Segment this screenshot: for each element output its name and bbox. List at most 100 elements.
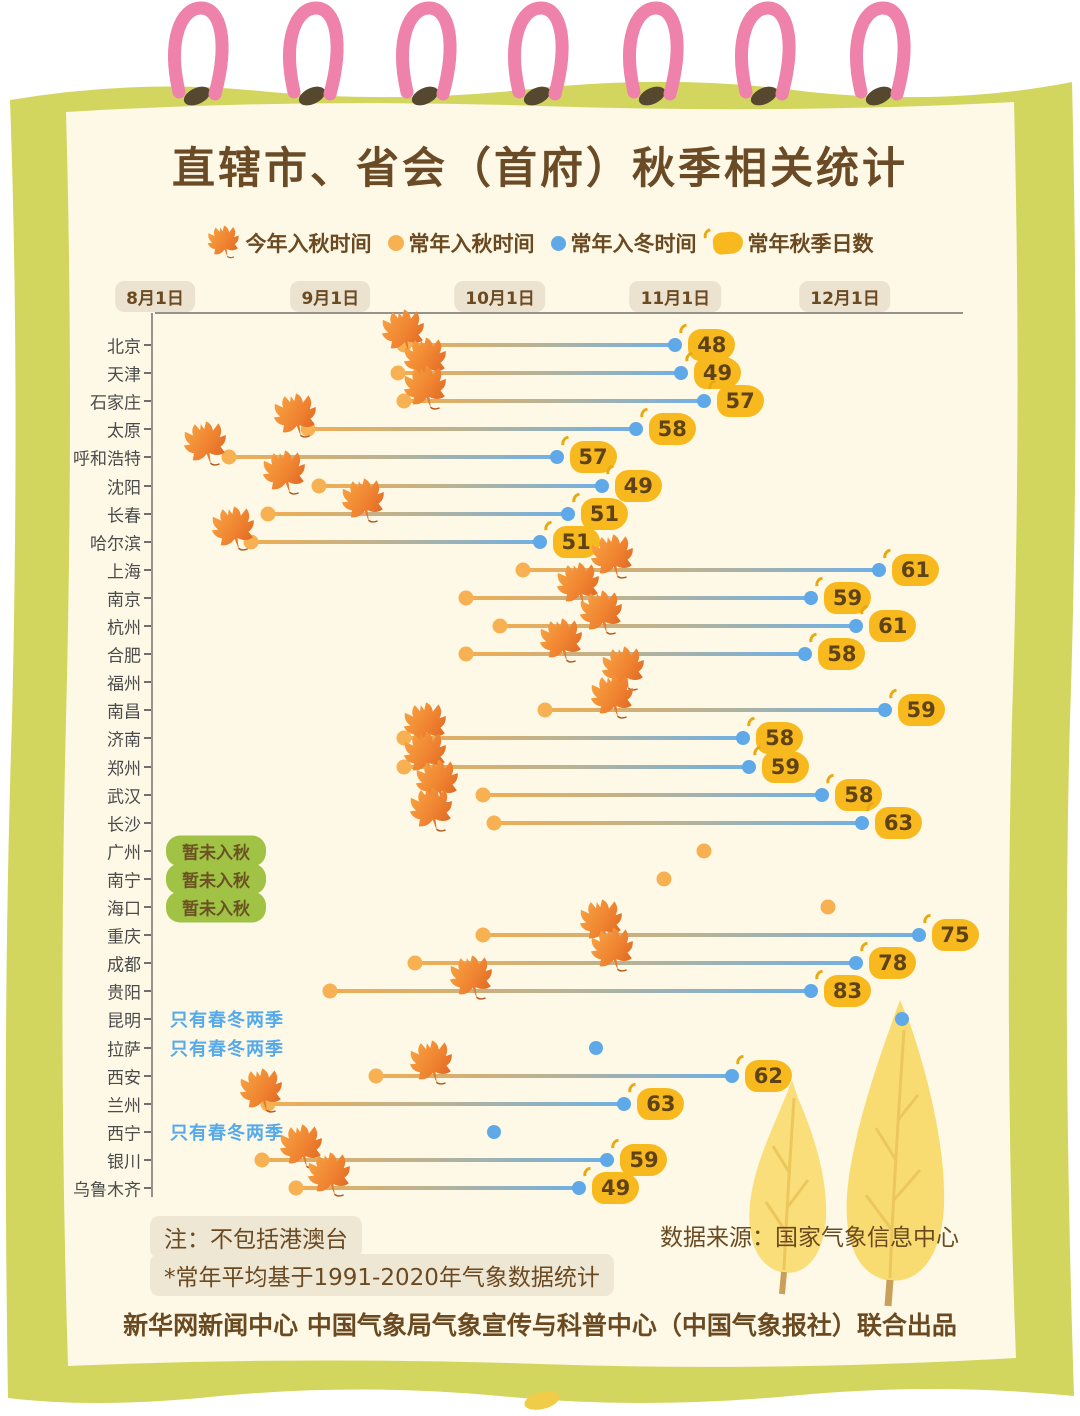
y-axis-tick <box>144 653 151 656</box>
only-spring-winter-note: 只有春冬两季 <box>170 1038 284 1060</box>
season-span-line <box>307 427 636 432</box>
y-axis-tick <box>144 596 151 599</box>
city-label: 上海 <box>107 562 141 583</box>
normal-autumn-start-dot <box>254 1152 270 1168</box>
y-axis-tick <box>144 681 151 684</box>
normal-winter-start-dot <box>696 394 711 409</box>
autumn-days-badge: 58 <box>648 413 696 446</box>
season-span-line <box>499 624 857 628</box>
normal-autumn-start-dot <box>288 1180 304 1196</box>
y-axis-tick <box>144 737 151 740</box>
normal-autumn-start-dot <box>396 759 412 774</box>
this-year-autumn-leaf <box>302 1148 358 1204</box>
y-axis-line <box>151 313 153 1197</box>
y-axis-tick <box>144 1158 151 1161</box>
city-label: 昆明 <box>107 1011 141 1032</box>
season-span-line <box>268 1101 625 1106</box>
note-line-1: 注：不包括港澳台 <box>150 1216 362 1258</box>
normal-winter-start-dot <box>594 478 609 493</box>
season-span-line <box>403 764 749 769</box>
normal-winter-start-dot <box>600 1152 615 1167</box>
y-axis-tick <box>144 1018 151 1021</box>
y-axis-tick <box>144 344 151 346</box>
not-yet-autumn-badge: 暂未入秋 <box>166 891 266 923</box>
y-axis-tick <box>144 1187 151 1189</box>
autumn-days-badge: 75 <box>931 919 979 952</box>
normal-autumn-start-dot <box>458 646 474 662</box>
autumn-days-badge: 61 <box>869 610 917 642</box>
binder-ring <box>850 1 911 106</box>
season-span-line <box>228 455 557 460</box>
normal-winter-start-dot <box>673 366 688 381</box>
y-axis-tick <box>144 568 151 571</box>
season-span-line <box>319 483 602 488</box>
normal-winter-start-dot <box>815 787 830 802</box>
this-year-autumn-leaf <box>336 474 392 530</box>
normal-winter-start-dot <box>894 1012 909 1027</box>
city-label: 贵阳 <box>107 983 141 1004</box>
normal-winter-start-dot <box>804 984 819 999</box>
legend-label: 常年秋季日数 <box>747 232 874 256</box>
only-spring-winter-note: 只有春冬两季 <box>170 1010 284 1032</box>
season-span-line <box>403 736 744 741</box>
this-year-autumn-leaf <box>178 418 234 474</box>
season-span-line <box>268 511 568 516</box>
season-span-line <box>403 399 704 404</box>
season-span-line <box>375 1073 732 1078</box>
normal-autumn-start-dot <box>515 562 531 578</box>
season-span-line <box>251 539 540 544</box>
normal-autumn-start-dot <box>368 1068 384 1084</box>
x-axis-tick-label: 9月1日 <box>290 281 371 312</box>
city-label: 西宁 <box>107 1124 141 1145</box>
normal-autumn-start-dot <box>696 843 712 859</box>
y-axis-tick <box>144 765 151 768</box>
season-span-line <box>483 933 919 938</box>
normal-autumn-start-dot <box>407 955 423 971</box>
city-label: 广州 <box>107 843 141 864</box>
footer-credit: 新华网新闻中心 中国气象局气象宣传与科普中心（中国气象报社）联合出品 <box>123 1311 957 1340</box>
autumn-days-badge: 63 <box>637 1087 685 1120</box>
normal-winter-start-dot <box>572 1181 587 1195</box>
autumn-days-badge: 51 <box>580 497 628 530</box>
not-yet-autumn-badge: 暂未入秋 <box>166 863 266 895</box>
season-span-line <box>415 961 857 966</box>
normal-winter-start-dot <box>877 703 892 718</box>
city-label: 成都 <box>107 955 141 976</box>
y-axis-tick <box>144 934 151 937</box>
autumn-days-badge: 62 <box>744 1059 792 1092</box>
season-span-line <box>398 371 681 376</box>
city-label: 福州 <box>107 674 141 695</box>
normal-winter-start-dot <box>854 815 869 830</box>
note-line-1-text: 注：不包括港澳台 <box>164 1227 348 1253</box>
normal-autumn-start-dot <box>396 393 412 409</box>
y-axis-tick <box>144 400 151 403</box>
y-axis-tick <box>144 990 151 993</box>
x-axis-tick-label: 8月1日 <box>115 281 195 312</box>
autumn-days-badge: 83 <box>824 975 872 1008</box>
normal-autumn-start-dot <box>537 702 553 718</box>
y-axis-tick <box>144 962 151 965</box>
city-label: 太原 <box>107 421 141 442</box>
y-axis-tick <box>144 1130 151 1133</box>
autumn-days-badge: 61 <box>891 553 939 586</box>
this-year-autumn-leaf <box>404 1036 460 1092</box>
normal-autumn-start-dot <box>486 815 502 831</box>
city-label: 呼和浩特 <box>73 449 141 470</box>
y-axis-tick <box>144 484 151 487</box>
note-line-2: *常年平均基于1991-2020年气象数据统计 <box>150 1254 614 1296</box>
city-label: 石家庄 <box>90 393 141 414</box>
normal-winter-start-dot <box>911 928 926 943</box>
this-year-autumn-leaf <box>257 446 313 502</box>
y-axis-tick <box>144 877 151 880</box>
y-axis-tick <box>144 1102 151 1105</box>
x-axis-tick-label: 12月1日 <box>799 281 891 312</box>
y-axis-tick <box>144 456 151 459</box>
normal-winter-start-dot <box>871 562 886 577</box>
season-span-line <box>403 343 676 347</box>
normal-autumn-start-dot <box>820 899 836 915</box>
city-label: 北京 <box>107 337 141 358</box>
autumn-days-badge: 57 <box>569 441 617 474</box>
normal-winter-start-dot <box>549 450 564 465</box>
season-span-line <box>545 708 885 713</box>
autumn-days-badge: 51 <box>552 525 600 558</box>
